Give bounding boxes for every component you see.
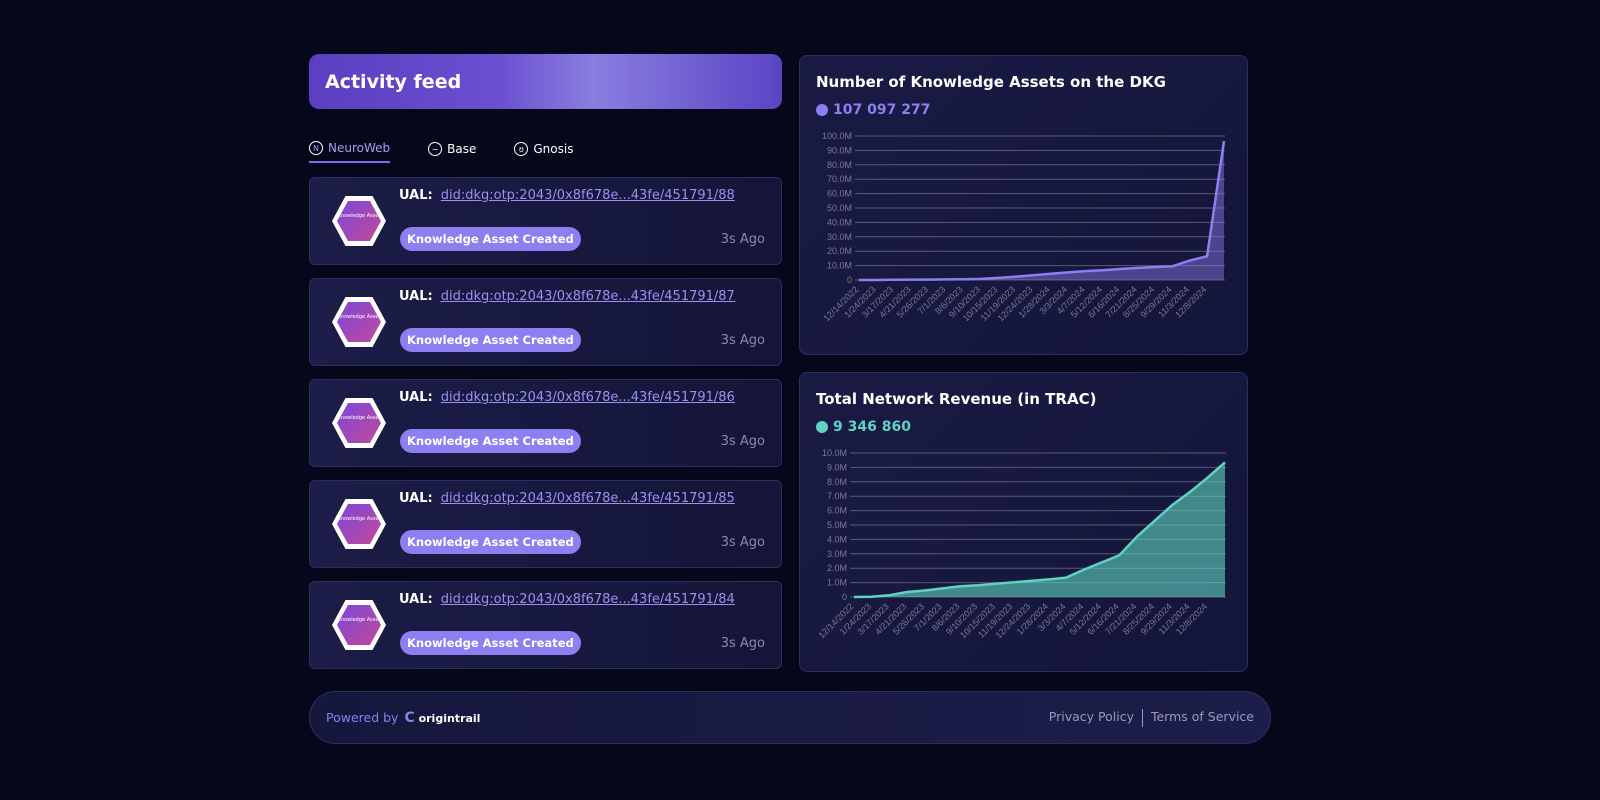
series-area: [854, 462, 1225, 597]
ual-link[interactable]: did:dkg:otp:2043/0x8f678e...43fe/451791/…: [440, 592, 735, 607]
feed-item: Knowledge Asset UAL: did:dkg:otp:2043/0x8…: [309, 177, 782, 265]
y-tick-label: 0: [847, 275, 852, 285]
tab-base[interactable]: − Base: [428, 141, 476, 163]
y-tick-label: 9.0M: [827, 462, 847, 472]
y-tick-label: 70.0M: [827, 174, 852, 184]
ual-link[interactable]: did:dkg:otp:2043/0x8f678e...43fe/451791/…: [440, 491, 735, 506]
event-badge: Knowledge Asset Created: [400, 631, 581, 655]
chart-total: 9 346 860: [816, 419, 911, 435]
y-tick-label: 100.0M: [822, 131, 852, 141]
y-tick-label: 80.0M: [827, 160, 852, 170]
divider: [1141, 708, 1143, 727]
total-value: 9 346 860: [833, 419, 911, 435]
y-tick-label: 50.0M: [827, 203, 852, 213]
revenue-chart-card: Total Network Revenue (in TRAC) 9 346 86…: [799, 372, 1248, 672]
y-tick-label: 3.0M: [827, 549, 847, 559]
icon-text: Knowledge Asset: [337, 516, 381, 522]
y-tick-label: 5.0M: [827, 520, 847, 530]
y-tick-label: 4.0M: [827, 534, 847, 544]
icon-text: Knowledge Asset: [337, 213, 381, 219]
footer: Powered by C origintrail Privacy Policy Te…: [309, 691, 1271, 744]
series-line: [853, 461, 1226, 599]
ual-link[interactable]: did:dkg:otp:2043/0x8f678e...43fe/451791/…: [440, 390, 735, 405]
knowledge-asset-icon: Knowledge Asset: [332, 297, 386, 347]
event-badge: Knowledge Asset Created: [400, 227, 581, 251]
tab-label: Base: [447, 142, 477, 156]
timestamp: 3s Ago: [720, 535, 765, 550]
icon-text: Knowledge Asset: [337, 415, 381, 421]
ual-label: UAL:: [399, 289, 433, 304]
total-value: 107 097 277: [833, 102, 931, 118]
event-badge: Knowledge Asset Created: [400, 429, 581, 453]
chart-total: 107 097 277: [816, 102, 930, 118]
event-badge: Knowledge Asset Created: [400, 530, 581, 554]
knowledge-asset-icon: Knowledge Asset: [332, 600, 386, 650]
y-tick-label: 10.0M: [827, 261, 852, 271]
knowledge-asset-icon: Knowledge Asset: [332, 196, 386, 246]
ual-label: UAL:: [399, 491, 433, 506]
network-tabs: N NeuroWeb − Base ʊ Gnosis: [309, 141, 573, 163]
timestamp: 3s Ago: [720, 434, 765, 449]
feed-item: Knowledge Asset UAL: did:dkg:otp:2043/0x8…: [309, 480, 782, 568]
y-tick-label: 2.0M: [827, 563, 847, 573]
y-tick-label: 30.0M: [827, 232, 852, 242]
series-area: [859, 141, 1224, 280]
knowledge-assets-chart: 0 10.0M 20.0M 30.0M 40.0M 50.0M 60.0M 70.0M 80.0…: [821, 131, 1226, 323]
terms-of-service-link[interactable]: Terms of Service: [1150, 708, 1254, 724]
activity-feed-header: Activity feed: [309, 54, 782, 109]
timestamp: 3s Ago: [720, 333, 765, 348]
origintrail-logo[interactable]: C origintrail: [404, 710, 480, 726]
y-tick-label: 0: [842, 592, 847, 602]
origintrail-icon: C: [404, 709, 415, 726]
feed-item: Knowledge Asset UAL: did:dkg:otp:2043/0x8…: [309, 278, 782, 366]
timestamp: 3s Ago: [720, 636, 765, 651]
timestamp: 3s Ago: [720, 232, 765, 247]
chart-title: Number of Knowledge Assets on the DKG: [816, 73, 1166, 91]
chart-title: Total Network Revenue (in TRAC): [816, 390, 1097, 408]
tab-label: Gnosis: [533, 142, 574, 156]
y-tick-label: 60.0M: [827, 189, 852, 199]
ual-link[interactable]: did:dkg:otp:2043/0x8f678e...43fe/451791/…: [440, 289, 735, 304]
knowledge-asset-icon: Knowledge Asset: [332, 499, 386, 549]
tab-label: NeuroWeb: [328, 141, 391, 155]
page-title: Activity feed: [325, 70, 462, 93]
ual-link[interactable]: did:dkg:otp:2043/0x8f678e...43fe/451791/…: [440, 188, 735, 203]
knowledge-assets-chart-card: Number of Knowledge Assets on the DKG 10…: [799, 55, 1248, 355]
y-tick-label: 20.0M: [827, 246, 852, 256]
y-tick-label: 1.0M: [827, 578, 847, 588]
series-line: [859, 140, 1226, 282]
ual-label: UAL:: [399, 188, 433, 203]
y-tick-label: 10.0M: [822, 448, 847, 458]
feed-item: Knowledge Asset UAL: did:dkg:otp:2043/0x8…: [309, 379, 782, 467]
base-icon: −: [428, 142, 443, 156]
y-tick-label: 7.0M: [827, 491, 847, 501]
tab-neuroweb[interactable]: N NeuroWeb: [309, 141, 391, 163]
knowledge-asset-icon: Knowledge Asset: [332, 398, 386, 448]
event-badge: Knowledge Asset Created: [400, 328, 581, 352]
trac-icon: [816, 421, 828, 433]
gnosis-icon: ʊ: [514, 142, 529, 156]
y-tick-label: 6.0M: [827, 506, 847, 516]
y-tick-label: 8.0M: [827, 477, 847, 487]
ual-label: UAL:: [399, 592, 433, 607]
ual-label: UAL:: [399, 390, 433, 405]
icon-text: Knowledge Asset: [337, 314, 381, 320]
neuroweb-icon: N: [309, 141, 323, 155]
powered-by-label: Powered by: [326, 710, 399, 725]
brand-name: origintrail: [418, 711, 481, 725]
feed-item: Knowledge Asset UAL: did:dkg:otp:2043/0x8…: [309, 581, 782, 669]
revenue-chart: 0 1.0M 2.0M 3.0M 4.0M 5.0M 6.0M 7.0M 8.0M 9.0M 10.…: [816, 448, 1226, 640]
tab-gnosis[interactable]: ʊ Gnosis: [514, 141, 573, 163]
icon-text: Knowledge Asset: [337, 617, 381, 623]
y-tick-label: 40.0M: [827, 217, 852, 227]
y-tick-label: 90.0M: [827, 145, 852, 155]
privacy-policy-link[interactable]: Privacy Policy: [1048, 708, 1134, 724]
knowledge-asset-icon: [816, 104, 828, 116]
